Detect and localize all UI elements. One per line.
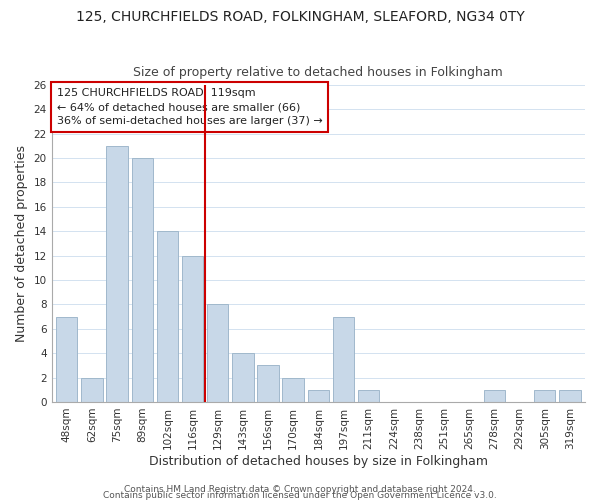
Bar bbox=[182, 256, 203, 402]
Bar bbox=[257, 366, 279, 402]
Bar bbox=[484, 390, 505, 402]
Bar bbox=[157, 231, 178, 402]
Bar bbox=[131, 158, 153, 402]
Bar bbox=[81, 378, 103, 402]
X-axis label: Distribution of detached houses by size in Folkingham: Distribution of detached houses by size … bbox=[149, 454, 488, 468]
Text: 125 CHURCHFIELDS ROAD: 119sqm
← 64% of detached houses are smaller (66)
36% of s: 125 CHURCHFIELDS ROAD: 119sqm ← 64% of d… bbox=[57, 88, 323, 126]
Text: 125, CHURCHFIELDS ROAD, FOLKINGHAM, SLEAFORD, NG34 0TY: 125, CHURCHFIELDS ROAD, FOLKINGHAM, SLEA… bbox=[76, 10, 524, 24]
Bar bbox=[232, 353, 254, 402]
Bar bbox=[559, 390, 581, 402]
Text: Contains public sector information licensed under the Open Government Licence v3: Contains public sector information licen… bbox=[103, 490, 497, 500]
Bar bbox=[534, 390, 556, 402]
Bar bbox=[56, 316, 77, 402]
Bar bbox=[283, 378, 304, 402]
Text: Contains HM Land Registry data © Crown copyright and database right 2024.: Contains HM Land Registry data © Crown c… bbox=[124, 485, 476, 494]
Bar bbox=[106, 146, 128, 402]
Bar bbox=[358, 390, 379, 402]
Bar bbox=[333, 316, 354, 402]
Bar bbox=[207, 304, 229, 402]
Bar bbox=[308, 390, 329, 402]
Y-axis label: Number of detached properties: Number of detached properties bbox=[15, 145, 28, 342]
Title: Size of property relative to detached houses in Folkingham: Size of property relative to detached ho… bbox=[133, 66, 503, 80]
